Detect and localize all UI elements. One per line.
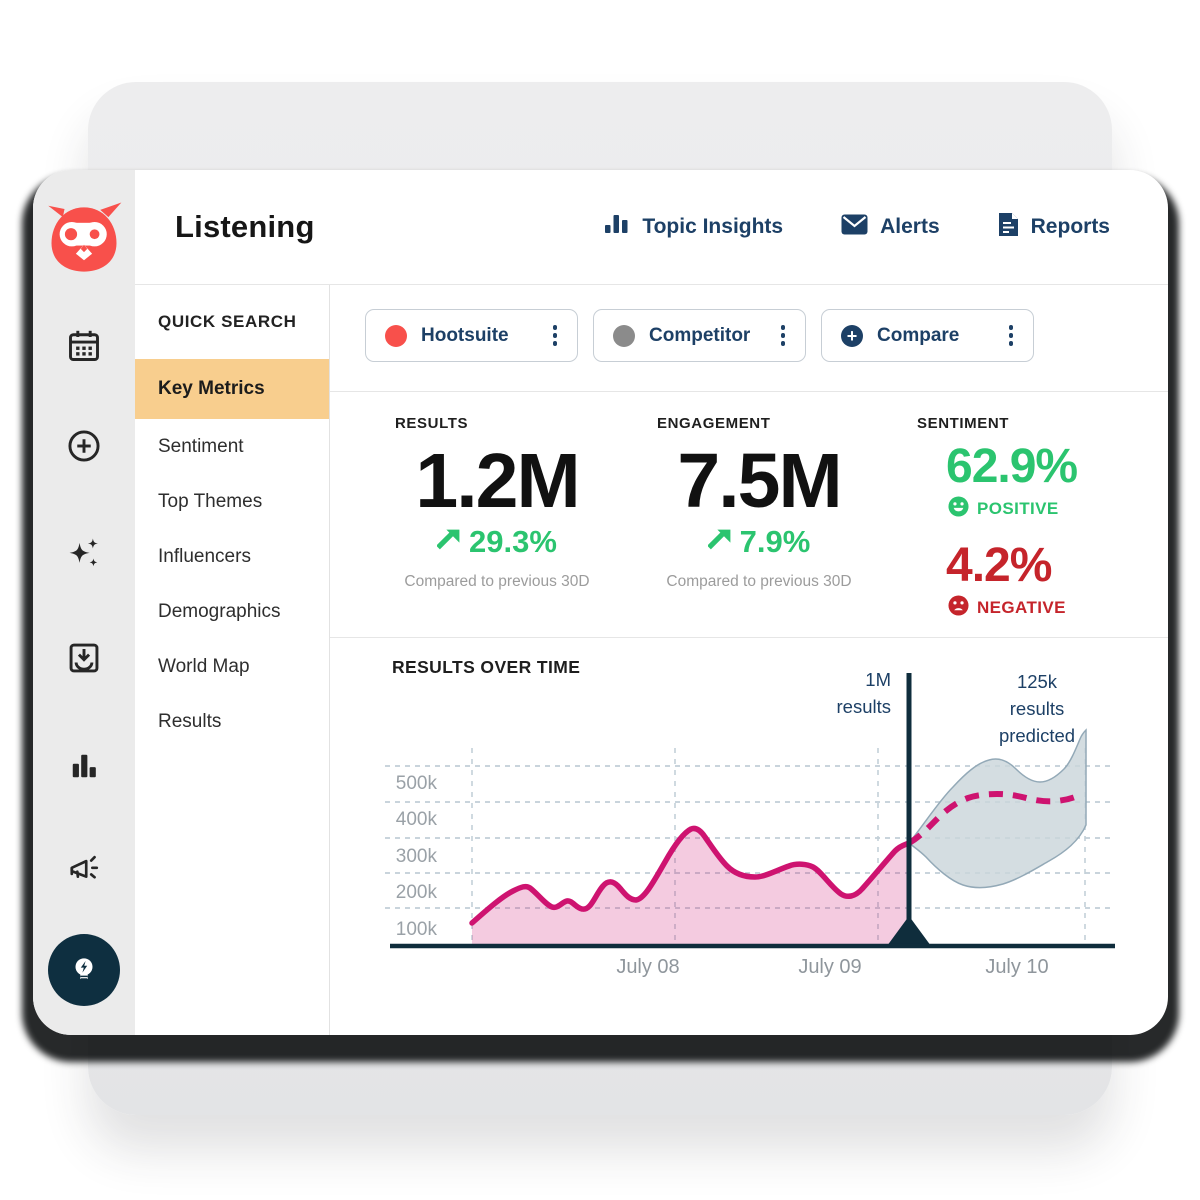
- y-tick: 400k: [396, 809, 438, 830]
- prediction-annotation-line1: 125k: [1017, 671, 1058, 692]
- metric-value: 1.2M: [415, 438, 580, 524]
- chip-competitor[interactable]: Competitor: [593, 309, 806, 362]
- sidebar-item-demographics[interactable]: Demographics: [158, 600, 281, 622]
- sidebar-item-world-map[interactable]: World Map: [158, 655, 250, 677]
- frowny-face-icon: [948, 595, 969, 621]
- actual-results-line: [469, 825, 912, 926]
- prediction-band: [907, 728, 1087, 889]
- divider: [330, 637, 1168, 638]
- y-tick: 500k: [396, 773, 438, 794]
- sentiment-negative-value: 4.2%: [946, 539, 1052, 592]
- metric-note: Compared to previous 30D: [666, 572, 852, 590]
- inbox-download-icon[interactable]: [66, 640, 102, 681]
- nav-alerts[interactable]: Alerts: [841, 214, 940, 241]
- chart-title: RESULTS OVER TIME: [392, 657, 581, 677]
- metric-note: Compared to previous 30D: [404, 572, 590, 590]
- sidebar-item-influencers[interactable]: Influencers: [158, 545, 251, 567]
- create-plus-icon[interactable]: [66, 428, 102, 469]
- megaphone-icon[interactable]: [64, 850, 104, 895]
- now-annotation-line2: results: [837, 696, 892, 717]
- chip-label: Compare: [877, 324, 960, 346]
- metric-label: RESULTS: [395, 415, 469, 432]
- actual-results-area: [472, 828, 909, 946]
- chip-label: Hootsuite: [421, 324, 509, 346]
- sparkles-icon[interactable]: [64, 534, 104, 579]
- metric-change: 7.9%: [648, 524, 870, 560]
- nav-label: Reports: [1030, 215, 1110, 238]
- x-tick: July 08: [616, 956, 679, 978]
- ideas-lightbulb-button[interactable]: [48, 934, 120, 1006]
- chip-compare[interactable]: + Compare: [821, 309, 1034, 362]
- divider: [330, 391, 1168, 392]
- sidebar-item-top-themes[interactable]: Top Themes: [158, 490, 263, 512]
- icon-rail: [33, 170, 135, 1035]
- calendar-icon[interactable]: [66, 328, 102, 369]
- content-area: Listening Topic Insights: [135, 170, 1168, 1035]
- chip-menu-kebab-icon[interactable]: [549, 321, 562, 350]
- current-time-marker-base: [887, 916, 931, 946]
- chip-menu-kebab-icon[interactable]: [1005, 321, 1018, 350]
- nav-topic-insights[interactable]: Topic Insights: [604, 212, 783, 242]
- header-nav: Topic Insights Alerts: [604, 212, 1110, 243]
- sentiment-positive-value: 62.9%: [946, 440, 1078, 493]
- metric-label: ENGAGEMENT: [657, 415, 771, 432]
- main-panel: Hootsuite Competitor + Compare: [330, 285, 1168, 1035]
- y-tick: 200k: [396, 882, 438, 903]
- nav-label: Topic Insights: [642, 215, 784, 238]
- chip-menu-kebab-icon[interactable]: [777, 321, 790, 350]
- sentiment-positive-row: POSITIVE: [908, 496, 1123, 522]
- comparison-chips: Hootsuite Competitor + Compare: [365, 309, 1034, 362]
- sentiment-negative-row: NEGATIVE: [908, 595, 1123, 621]
- top-header: Listening Topic Insights: [135, 170, 1168, 285]
- metric-label: SENTIMENT: [917, 415, 1010, 432]
- hootsuite-owl-logo-icon[interactable]: [43, 196, 125, 279]
- metric-results: RESULTS 1.2M 29.3% Compared to pre: [386, 415, 608, 591]
- y-tick: 100k: [396, 919, 438, 940]
- results-over-time-chart: 500k 400k 300k 200k 100k July 08 July 09…: [385, 669, 1115, 978]
- x-tick: July 09: [798, 956, 861, 978]
- metric-change: 29.3%: [386, 524, 608, 560]
- sentiment-negative-label: NEGATIVE: [977, 598, 1066, 617]
- x-tick: July 10: [985, 956, 1048, 978]
- nav-label: Alerts: [880, 215, 940, 238]
- hootsuite-series-dot-icon: [385, 324, 407, 347]
- sidebar-item-results[interactable]: Results: [158, 710, 222, 732]
- smiley-face-icon: [948, 496, 969, 522]
- document-icon: [998, 212, 1019, 243]
- trend-up-arrow-icon: [436, 524, 462, 560]
- plus-circle-icon: +: [841, 324, 863, 347]
- nav-reports[interactable]: Reports: [998, 212, 1110, 243]
- envelope-icon: [841, 214, 868, 241]
- now-annotation-line1: 1M: [865, 669, 891, 690]
- competitor-series-dot-icon: [613, 324, 635, 347]
- app-window: Listening Topic Insights: [33, 170, 1168, 1035]
- metric-change-value: 29.3%: [469, 523, 557, 559]
- analytics-bars-icon[interactable]: [66, 748, 102, 789]
- metric-sentiment: SENTIMENT 62.9% POSIT: [908, 415, 1123, 621]
- prediction-annotation-line2: results: [1010, 698, 1065, 719]
- prediction-annotation-line3: predicted: [999, 725, 1075, 746]
- chip-label: Competitor: [649, 324, 751, 346]
- metric-change-value: 7.9%: [739, 523, 811, 559]
- y-tick: 300k: [396, 846, 438, 867]
- metric-engagement: ENGAGEMENT 7.5M 7.9% Compared to p: [648, 415, 870, 591]
- page-title: Listening: [175, 209, 315, 244]
- sidebar-item-key-metrics[interactable]: Key Metrics: [135, 359, 329, 419]
- quick-search-heading: QUICK SEARCH: [158, 312, 297, 331]
- bar-chart-icon: [604, 212, 630, 242]
- chip-hootsuite[interactable]: Hootsuite: [365, 309, 578, 362]
- trend-up-arrow-icon: [706, 524, 733, 560]
- metric-value: 7.5M: [677, 438, 842, 524]
- quick-search-sidebar: QUICK SEARCH Key Metrics Sentiment Top T…: [135, 285, 330, 1035]
- sentiment-positive-label: POSITIVE: [977, 499, 1059, 518]
- predicted-results-line: [907, 790, 1084, 846]
- sidebar-item-sentiment[interactable]: Sentiment: [158, 435, 244, 457]
